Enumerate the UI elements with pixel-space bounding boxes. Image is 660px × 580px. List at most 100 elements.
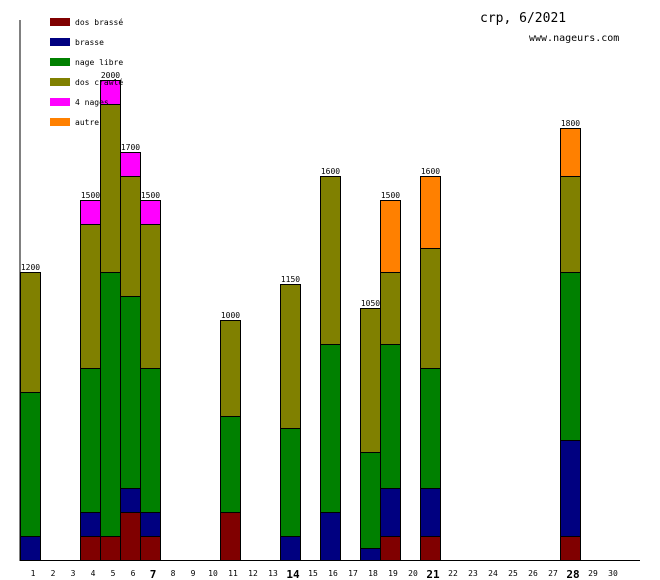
bar-segment-dos-crawl-day-1	[20, 272, 41, 393]
x-tick-24: 24	[488, 569, 498, 578]
bar-segment-brasse-day-16	[320, 512, 341, 561]
total-label-day-19: 1500	[381, 191, 400, 200]
x-tick-22: 22	[448, 569, 458, 578]
legend-swatch-0	[50, 18, 70, 26]
total-label-day-18: 1050	[361, 299, 380, 308]
legend-label-3: dos crawlé	[75, 77, 123, 87]
x-tick-25: 25	[508, 569, 518, 578]
bar-segment-nage-libre-day-6	[120, 296, 141, 489]
bar-segment-dos-crawl-day-4	[80, 224, 101, 369]
total-label-day-5: 2000	[101, 71, 120, 80]
x-tick-28: 28	[566, 568, 579, 580]
legend-swatch-3	[50, 78, 70, 86]
x-tick-29: 29	[588, 569, 598, 578]
bar-segment-4-nages-day-5	[100, 80, 121, 105]
x-tick-15: 15	[308, 569, 318, 578]
bar-segment-dos-crawl-day-11	[220, 320, 241, 417]
x-tick-21: 21	[426, 568, 440, 580]
bar-segment-nage-libre-day-21	[420, 368, 441, 489]
bar-segment-dos-crawl-day-7	[140, 224, 161, 369]
bar-segment-dos-brass-day-11	[220, 512, 241, 561]
x-tick-3: 3	[71, 569, 76, 578]
x-tick-1: 1	[31, 569, 36, 578]
bar-segment-dos-crawl-day-16	[320, 176, 341, 345]
x-tick-23: 23	[468, 569, 478, 578]
legend-swatch-2	[50, 58, 70, 66]
bar-segment-nage-libre-day-28	[560, 272, 581, 441]
bar-segment-dos-crawl-day-14	[280, 284, 301, 429]
bar-segment-dos-crawl-day-18	[360, 308, 381, 453]
chart-subtitle: www.nageurs.com	[529, 33, 619, 44]
x-tick-26: 26	[528, 569, 538, 578]
bar-segment-brasse-day-6	[120, 488, 141, 513]
chart-title: crp, 6/2021	[480, 11, 566, 26]
legend-swatch-1	[50, 38, 70, 46]
x-tick-4: 4	[91, 569, 96, 578]
total-label-day-11: 1000	[221, 311, 240, 320]
bar-segment-autre-day-21	[420, 176, 441, 249]
bar-segment-nage-libre-day-5	[100, 272, 121, 537]
bar-segment-autre-day-28	[560, 128, 581, 177]
x-tick-16: 16	[328, 569, 338, 578]
bar-segment-dos-brass-day-6	[120, 512, 141, 561]
bar-segment-dos-crawl-day-28	[560, 176, 581, 273]
total-labels-group: 1200 1500 2000 1700 1500 1000 1150 1600 1050 1500…	[21, 71, 580, 320]
x-tick-17: 17	[348, 569, 358, 578]
total-label-day-7: 1500	[141, 191, 160, 200]
bar-segment-dos-brass-day-4	[80, 536, 101, 561]
total-label-day-4: 1500	[81, 191, 100, 200]
legend: dos brassé brasse nage libre dos crawlé 4 na…	[50, 17, 123, 127]
legend-label-0: dos brassé	[75, 17, 123, 27]
total-label-day-16: 1600	[321, 167, 340, 176]
bar-segment-dos-crawl-day-5	[100, 104, 121, 273]
bar-segment-brasse-day-19	[380, 488, 401, 537]
legend-swatch-5	[50, 118, 70, 126]
bar-segment-4-nages-day-6	[120, 152, 141, 177]
x-tick-9: 9	[191, 569, 196, 578]
bar-segment-dos-crawl-day-21	[420, 248, 441, 369]
x-tick-20: 20	[408, 569, 418, 578]
bar-segment-dos-crawl-day-19	[380, 272, 401, 345]
bar-segment-nage-libre-day-16	[320, 344, 341, 513]
x-tick-12: 12	[248, 569, 258, 578]
bar-segment-dos-brass-day-5	[100, 536, 121, 561]
x-tick-5: 5	[111, 569, 116, 578]
legend-label-1: brasse	[75, 38, 104, 47]
x-tick-19: 19	[388, 569, 398, 578]
x-tick-18: 18	[368, 569, 378, 578]
x-tick-7: 7	[150, 568, 157, 580]
bar-segment-brasse-day-7	[140, 512, 161, 537]
x-tick-27: 27	[548, 569, 558, 578]
legend-label-2: nage libre	[75, 58, 123, 67]
x-tick-11: 11	[228, 569, 238, 578]
total-label-day-21: 1600	[421, 167, 440, 176]
x-tick-10: 10	[208, 569, 218, 578]
bar-segment-dos-brass-day-28	[560, 536, 581, 561]
total-label-day-6: 1700	[121, 143, 140, 152]
bar-segment-nage-libre-day-19	[380, 344, 401, 489]
bar-segment-dos-brass-day-7	[140, 536, 161, 561]
bar-segment-dos-crawl-day-6	[120, 176, 141, 297]
bar-segment-nage-libre-day-18	[360, 452, 381, 549]
bar-segment-nage-libre-day-14	[280, 428, 301, 537]
bar-segment-brasse-day-1	[20, 536, 41, 561]
x-tick-6: 6	[131, 569, 136, 578]
legend-swatch-4	[50, 98, 70, 106]
total-label-day-1: 1200	[21, 263, 40, 272]
bar-segment-nage-libre-day-1	[20, 392, 41, 537]
bar-segment-4-nages-day-4	[80, 200, 101, 225]
bar-segment-brasse-day-4	[80, 512, 101, 537]
bar-segment-dos-brass-day-19	[380, 536, 401, 561]
bar-segment-autre-day-19	[380, 200, 401, 273]
legend-label-5: autre	[75, 118, 99, 127]
bar-segment-nage-libre-day-11	[220, 416, 241, 513]
bar-segment-brasse-day-14	[280, 536, 301, 561]
total-label-day-14: 1150	[281, 275, 300, 284]
x-tick-30: 30	[608, 569, 618, 578]
bar-segment-brasse-day-18	[360, 548, 381, 561]
x-tick-2: 2	[51, 569, 56, 578]
total-label-day-28: 1800	[561, 119, 580, 128]
legend-label-4: 4 nages	[75, 98, 109, 107]
x-tick-13: 13	[268, 569, 278, 578]
